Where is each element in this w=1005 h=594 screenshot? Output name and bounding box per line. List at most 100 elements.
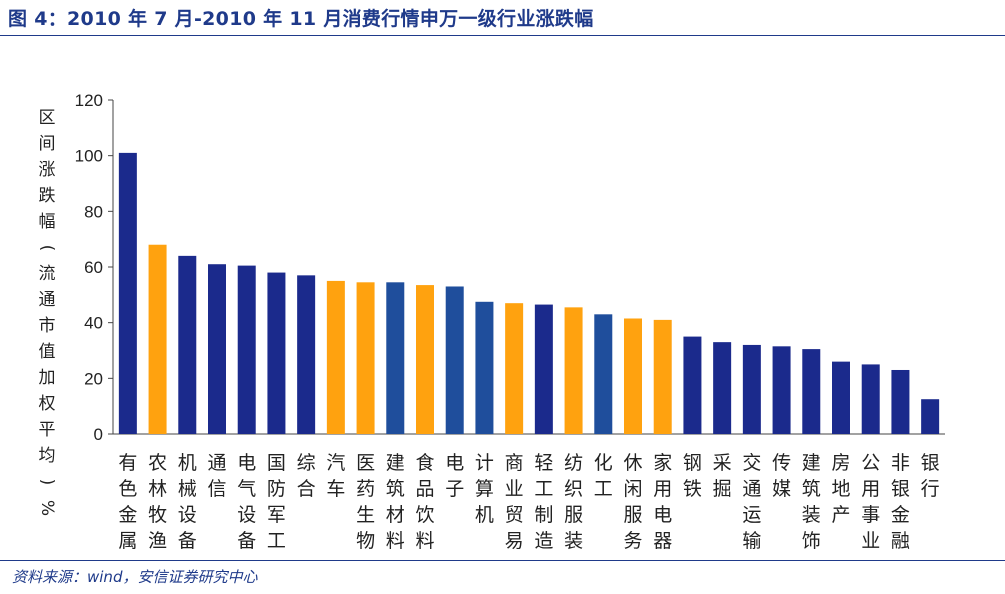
x-tick-label-char: 信 [207, 478, 226, 500]
x-tick-label-char: 牧 [148, 504, 167, 526]
x-tick-label-char: 汽 [326, 452, 345, 474]
x-tick-label-char: 子 [445, 478, 464, 500]
x-tick-label-char: 务 [623, 530, 642, 552]
x-tick-label-char: 用 [861, 478, 880, 500]
bar [326, 280, 345, 434]
x-tick-label-char: 合 [297, 478, 316, 500]
bar [148, 244, 167, 434]
x-tick-label-char: 品 [415, 478, 434, 500]
y-axis-label-char: % [37, 499, 57, 517]
y-axis-label: 区间涨跌幅 (流通市值加权平均)% [35, 105, 59, 521]
x-tick-label-char: 综 [297, 452, 316, 474]
bar [772, 346, 791, 434]
bar [267, 272, 286, 434]
x-tick-label-char: 休 [623, 452, 642, 474]
y-tick-label: 40 [84, 314, 103, 333]
x-tick-label-char: 融 [891, 530, 910, 552]
x-tick-label-char: 铁 [683, 478, 702, 500]
x-tick-label-char: 物 [356, 530, 375, 552]
x-tick-label-char: 料 [415, 530, 434, 552]
bar [475, 301, 494, 434]
x-tick-label-char: 装 [802, 504, 821, 526]
bar [594, 314, 613, 434]
y-axis-label-char: 均 [38, 446, 56, 466]
x-tick-label-char: 渔 [148, 530, 167, 552]
bar [891, 369, 910, 434]
x-tick-label-char: 气 [237, 478, 256, 500]
x-tick-label-char: 易 [505, 530, 524, 552]
y-axis-label-char: 市 [38, 316, 56, 336]
x-tick-label-char: 料 [386, 530, 405, 552]
bar [505, 303, 524, 434]
footer-divider [0, 560, 1005, 561]
x-tick-label-char: 电 [237, 452, 256, 474]
bar [742, 344, 761, 434]
x-tick-label-char: 装 [564, 530, 583, 552]
x-tick-label-char: 通 [742, 478, 761, 500]
bar [713, 342, 732, 434]
x-tick-label-char: 公 [861, 452, 880, 474]
y-axis-label-char: 涨 [38, 160, 56, 180]
x-tick-label-char: 备 [237, 530, 256, 552]
y-axis-label-char: 值 [38, 342, 56, 362]
x-tick-label-char: 建 [802, 452, 821, 474]
x-tick-label-char: 电 [653, 504, 672, 526]
x-tick-label-char: 有 [118, 452, 137, 474]
x-tick-label-char: 材 [386, 504, 405, 526]
x-tick-label-char: 计 [475, 452, 494, 474]
bar [921, 399, 940, 434]
x-tick-label-char: 传 [772, 452, 791, 474]
x-tick-label-char: 掘 [713, 478, 732, 500]
x-tick-label-char: 算 [475, 478, 494, 500]
y-axis-label-char: 平 [38, 420, 56, 440]
bar [208, 264, 226, 434]
bar [237, 265, 256, 434]
x-tick-label-char: 产 [831, 504, 850, 526]
x-tick-label-char: 筑 [802, 478, 821, 500]
x-tick-label-char: 钢 [683, 452, 702, 474]
x-tick-label-char: 采 [713, 452, 732, 474]
y-axis-label-char: ( [37, 244, 57, 252]
x-tick-label-char: 备 [178, 530, 197, 552]
x-tick-label-char: 银 [891, 478, 910, 500]
x-tick-label-char: 轻 [534, 452, 553, 474]
x-tick-label-char: 器 [653, 530, 672, 552]
y-tick-label: 60 [84, 258, 103, 277]
x-tick-label-char: 事 [861, 504, 880, 526]
x-tick-label-char: 医 [356, 452, 375, 474]
x-tick-label-char: 金 [891, 504, 910, 526]
x-tick-label-char: 服 [623, 504, 642, 526]
bar [832, 361, 850, 434]
y-axis-label-char: 加 [38, 368, 56, 388]
y-tick-labels: 0 20 40 60 80 100 120 [75, 91, 103, 444]
bar [624, 318, 642, 434]
bar [653, 319, 672, 434]
source-note: 资料来源：wind，安信证券研究中心 [12, 568, 258, 586]
y-tick-label: 100 [75, 147, 103, 166]
x-tick-label-char: 色 [118, 478, 137, 500]
x-tick-label-char: 农 [148, 452, 167, 474]
x-tick-label-char: 建 [386, 452, 405, 474]
x-tick-label-char: 饮 [415, 504, 434, 526]
x-tick-label-char: 银 [921, 452, 940, 474]
x-tick-label-char: 地 [831, 478, 850, 500]
bar [564, 307, 583, 434]
bar [802, 349, 821, 434]
bar [356, 282, 375, 434]
chart-bars [118, 152, 940, 434]
x-tick-label-char: 闲 [623, 478, 642, 500]
x-tick-label-char: 运 [742, 504, 761, 526]
y-axis-label-char: 权 [38, 394, 56, 414]
x-tick-label-char: 林 [148, 478, 167, 500]
x-tick-label-char: 输 [742, 530, 761, 552]
x-tick-label-char: 国 [267, 452, 286, 474]
x-tick-label-char: 媒 [772, 478, 791, 500]
x-tick-label-char: 服 [564, 504, 583, 526]
bar [683, 336, 702, 434]
x-tick-label-char: 防 [267, 478, 286, 500]
x-tick-label-char: 车 [326, 478, 345, 500]
y-axis-label-char: 通 [38, 290, 56, 310]
x-tick-label-char: 商 [505, 452, 524, 474]
x-tick-label-char: 属 [118, 530, 137, 552]
